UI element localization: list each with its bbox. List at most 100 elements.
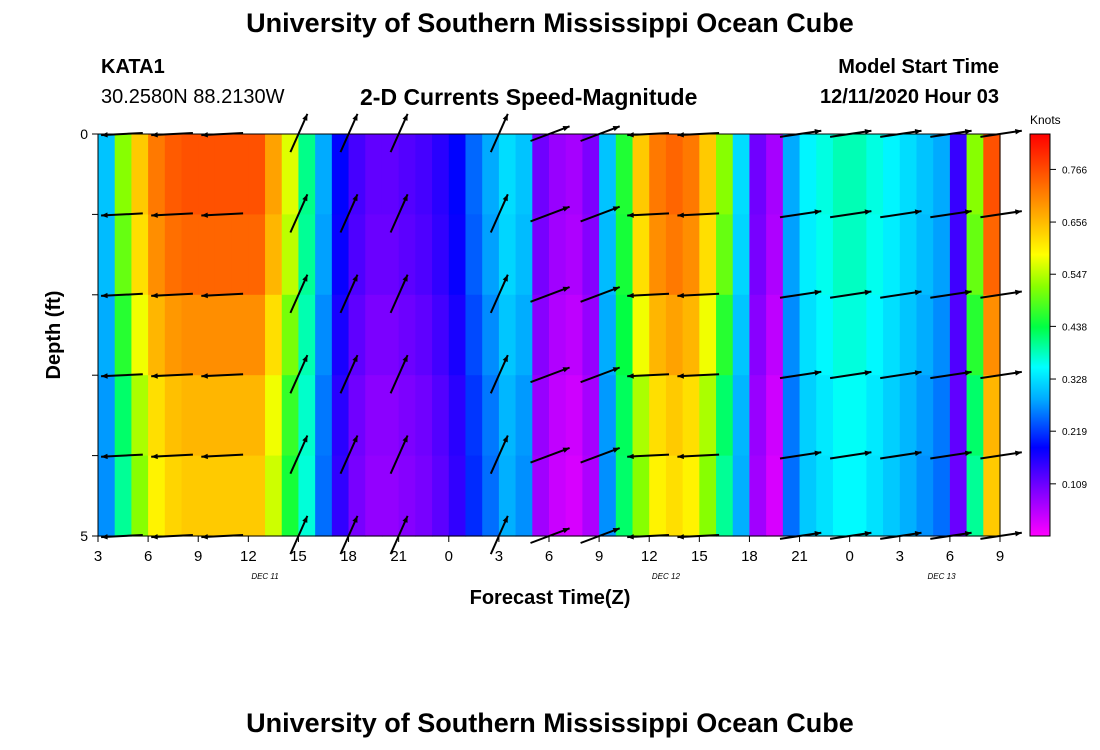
- heatmap-cell: [148, 375, 166, 457]
- heatmap-cell: [432, 134, 450, 215]
- arrow-head: [201, 292, 208, 299]
- arrow-shaft: [677, 292, 720, 297]
- arrow-head: [502, 274, 508, 282]
- heatmap-cell: [816, 214, 834, 296]
- arrow-head: [677, 132, 684, 138]
- heatmap-cell: [532, 375, 550, 457]
- arrow-head: [612, 528, 620, 534]
- x-tick-label: 3: [94, 548, 102, 565]
- heatmap-cell: [465, 214, 483, 296]
- arrow-shaft: [339, 274, 359, 314]
- arrow-head: [502, 515, 508, 523]
- heatmap-cell: [632, 214, 650, 296]
- heatmap-cell: [164, 294, 183, 376]
- current-arrow: [880, 450, 922, 460]
- heatmap-cell: [482, 455, 500, 537]
- heatmap-cell: [131, 214, 149, 296]
- arrow-head: [677, 373, 684, 379]
- arrow-shaft: [779, 210, 822, 219]
- heatmap-cell: [231, 455, 249, 537]
- heatmap-cell: [649, 214, 667, 296]
- arrow-head: [201, 132, 208, 138]
- arrow-head: [1015, 450, 1022, 456]
- arrow-head: [627, 212, 634, 218]
- heatmap-cell: [716, 214, 734, 296]
- arrow-shaft: [489, 274, 509, 314]
- heatmap-cell: [699, 214, 717, 296]
- heatmap-cell: [832, 455, 851, 537]
- heatmap-cell: [782, 134, 801, 215]
- current-arrow: [389, 274, 409, 314]
- current-arrow: [580, 446, 621, 464]
- heatmap-cell: [682, 294, 700, 376]
- heatmap-cell: [265, 134, 283, 215]
- heatmap-cell: [949, 134, 968, 215]
- arrow-shaft: [339, 193, 359, 233]
- arrow-head: [864, 370, 872, 376]
- current-arrow: [389, 354, 409, 394]
- current-arrow: [289, 515, 309, 555]
- current-arrow: [389, 113, 409, 153]
- arrow-shaft: [489, 515, 509, 555]
- heatmap-cell: [883, 455, 901, 537]
- current-arrow: [627, 292, 670, 299]
- arrow-head: [677, 453, 684, 460]
- arrow-head: [627, 453, 634, 460]
- heatmap-cell: [565, 134, 583, 215]
- heatmap-cell: [114, 455, 132, 537]
- current-arrow: [829, 450, 872, 460]
- current-arrow: [627, 373, 670, 379]
- heatmap-cell: [866, 455, 884, 537]
- heatmap-cell: [582, 214, 600, 296]
- arrow-head: [562, 528, 570, 534]
- heatmap-cell: [148, 294, 166, 376]
- arrow-head: [914, 209, 922, 215]
- heatmap-cell: [799, 375, 817, 457]
- model-start-label: Model Start Time: [838, 56, 999, 78]
- heatmap-cell: [665, 134, 684, 215]
- arrow-head: [612, 447, 620, 453]
- heatmap-cell: [415, 214, 433, 296]
- current-arrow: [339, 515, 359, 555]
- colorbar-tick-label: 0.656: [1062, 218, 1087, 229]
- heatmap-cell: [98, 294, 116, 376]
- heatmap-cell: [933, 455, 951, 537]
- heatmap-cell: [231, 294, 249, 376]
- date-label: DEC 13: [928, 572, 957, 581]
- x-tick-label: 15: [691, 548, 708, 565]
- heatmap-cell: [331, 455, 350, 537]
- arrow-head: [864, 289, 872, 296]
- heatmap-cell: [482, 134, 500, 215]
- heatmap-cell: [298, 455, 316, 537]
- heatmap-cell: [799, 455, 817, 537]
- arrow-shaft: [151, 453, 193, 458]
- arrow-shaft: [389, 193, 409, 233]
- arrow-head: [302, 355, 308, 363]
- current-arrow: [980, 531, 1022, 540]
- arrow-head: [101, 132, 108, 138]
- arrow-head: [627, 292, 634, 299]
- arrow-head: [964, 209, 972, 215]
- heatmap-cell: [348, 375, 366, 457]
- heatmap-cell: [98, 375, 116, 457]
- heatmap-cell: [381, 455, 400, 537]
- arrow-shaft: [101, 292, 143, 297]
- current-arrow: [779, 450, 822, 460]
- arrow-head: [302, 113, 308, 121]
- colorbar-tick-label: 0.438: [1062, 322, 1087, 333]
- heatmap-cell: [732, 375, 751, 457]
- heatmap-cell: [615, 214, 634, 296]
- arrow-head: [302, 435, 308, 443]
- heatmap-cell: [248, 294, 266, 376]
- x-tick-label: 9: [996, 548, 1004, 565]
- arrow-head: [201, 373, 208, 379]
- arrow-head: [502, 435, 508, 443]
- arrow-head: [101, 534, 108, 540]
- arrow-shaft: [677, 212, 720, 217]
- heatmap-cell: [315, 294, 333, 376]
- heatmap-cells: [98, 134, 1001, 537]
- heatmap-cell: [181, 294, 199, 376]
- heatmap-cell: [549, 214, 567, 296]
- arrow-head: [302, 515, 308, 523]
- arrow-head: [352, 274, 358, 282]
